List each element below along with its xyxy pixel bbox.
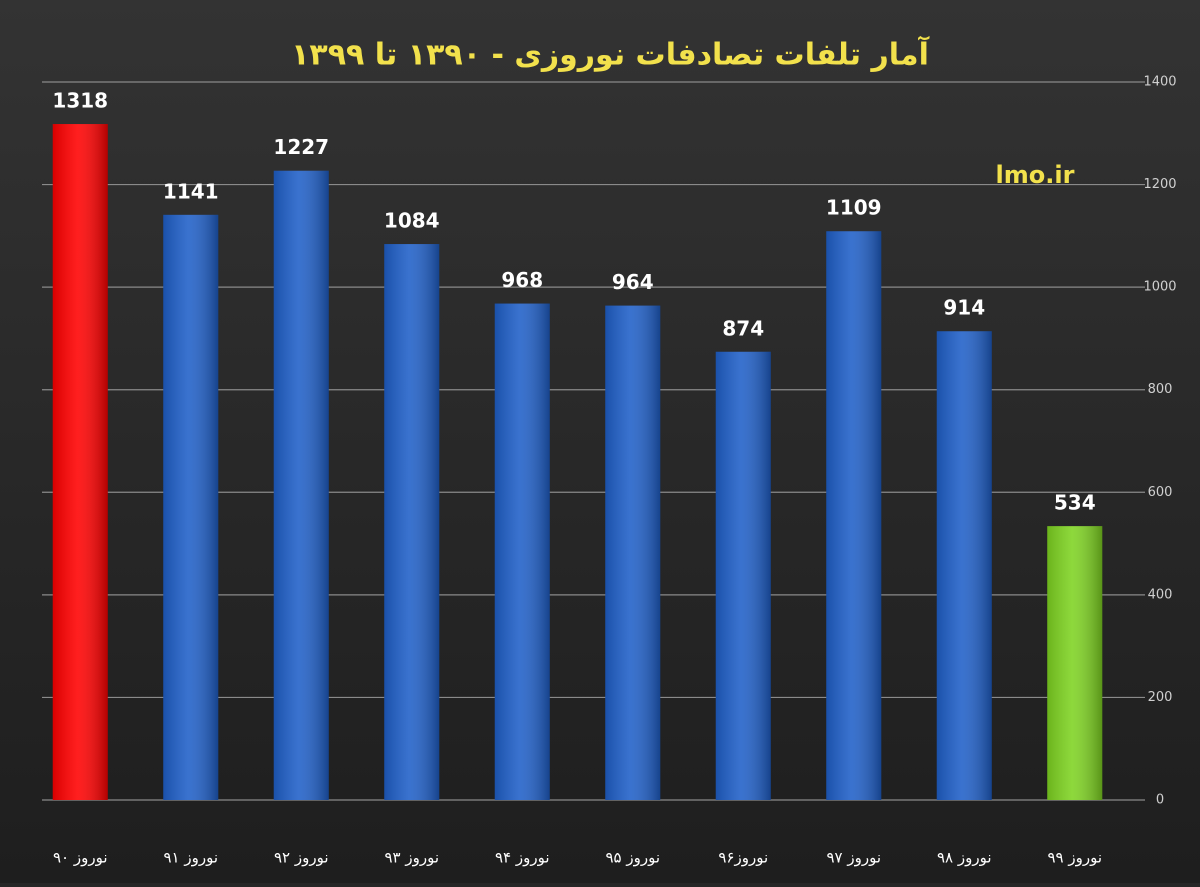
value-label: 1084 <box>384 209 440 233</box>
x-tick-label: نوروز ۹۱ <box>163 849 218 867</box>
bar-shade <box>52 124 108 801</box>
bar-shade <box>1047 526 1103 800</box>
bar-shade <box>163 214 219 800</box>
x-tick-label: نوروز ۹۹ <box>1047 849 1102 867</box>
y-tick-label: 200 <box>1148 690 1173 705</box>
value-label: 1141 <box>163 179 219 203</box>
x-tick-label: نوروز ۹۳ <box>384 849 439 867</box>
value-label: 874 <box>722 316 764 340</box>
value-label: 1318 <box>52 89 108 113</box>
y-tick-label: 0 <box>1156 793 1164 808</box>
y-tick-label: 1200 <box>1143 177 1176 192</box>
bar-shade <box>715 351 771 800</box>
y-tick-label: 1000 <box>1143 280 1176 295</box>
chart-title: آمار تلفات تصادفات نوروزی - ۱۳۹۰ تا ۱۳۹۹ <box>291 36 930 73</box>
value-label: 1227 <box>273 135 329 159</box>
x-tick-label: نوروز ۹۸ <box>937 849 992 867</box>
bar-shade <box>273 170 329 800</box>
value-label: 1109 <box>826 196 882 220</box>
x-tick-label: نوروز ۹۵ <box>605 849 660 867</box>
bar-shade <box>494 303 550 800</box>
y-tick-label: 800 <box>1148 382 1173 397</box>
y-tick-label: 600 <box>1148 485 1173 500</box>
y-tick-label: 400 <box>1148 587 1173 602</box>
value-label: 534 <box>1054 491 1096 515</box>
bar-shade <box>605 305 661 800</box>
y-tick-label: 1400 <box>1143 75 1176 90</box>
bar-shade <box>384 244 440 800</box>
value-label: 964 <box>612 270 654 294</box>
bar-shade <box>936 331 992 800</box>
x-tick-label: نوروز ۹۰ <box>53 849 108 867</box>
x-tick-label: نوروز ۹۷ <box>826 849 881 867</box>
x-tick-label: نوروز ۹۲ <box>274 849 329 867</box>
x-tick-label: نوروز۹۶ <box>718 849 768 867</box>
x-tick-label: نوروز ۹۴ <box>495 849 550 867</box>
value-label: 968 <box>501 268 543 292</box>
bar-shade <box>826 231 882 800</box>
value-label: 914 <box>943 296 985 320</box>
